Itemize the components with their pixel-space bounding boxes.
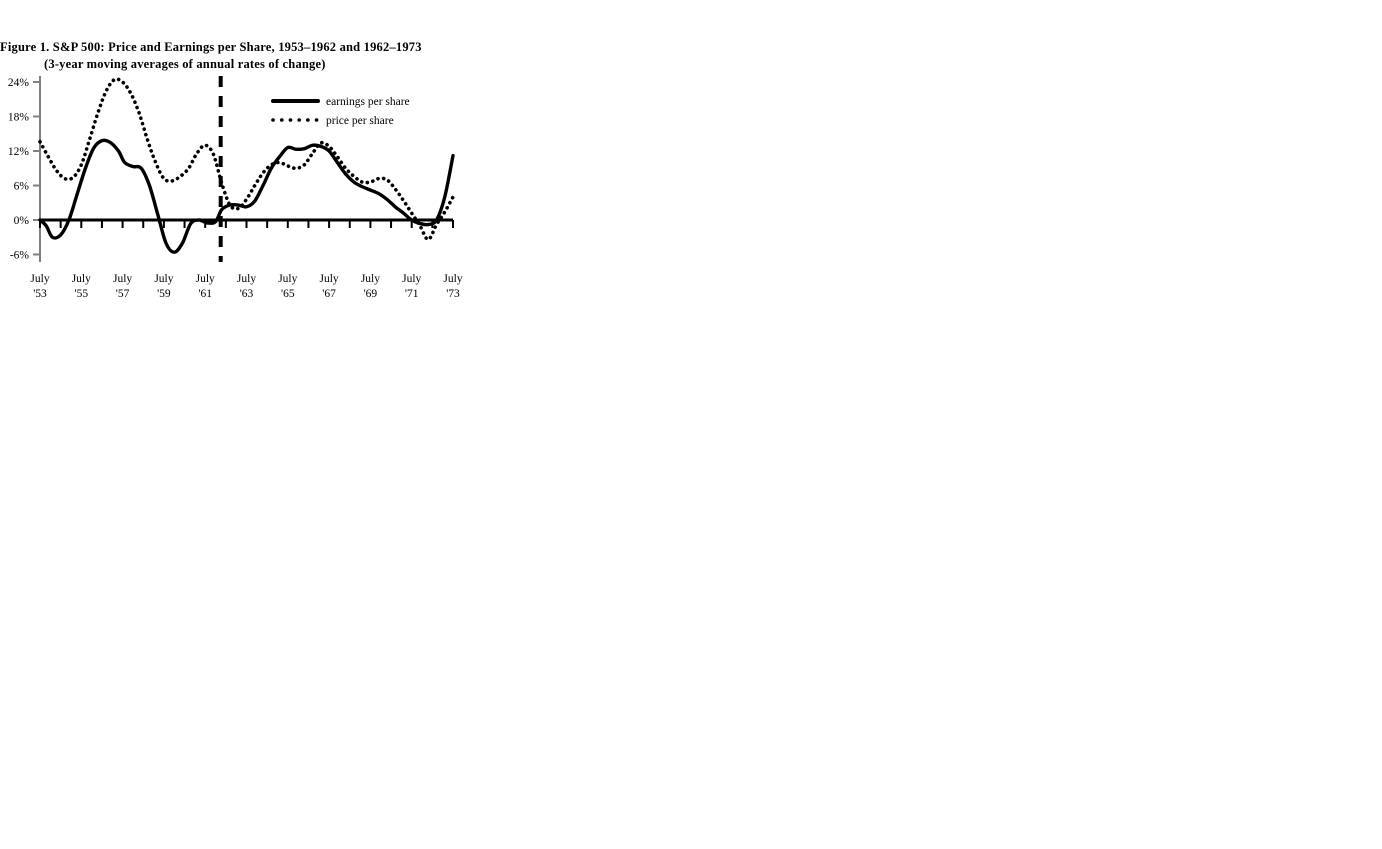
y-tick-labels: 24% 18% 12% 6% 0% -6% (8, 77, 30, 262)
x-tick-label-year: '53 (33, 288, 47, 300)
x-tick-label-month: July (443, 273, 462, 285)
chart-area: 24% 18% 12% 6% 0% -6% July '53 July '55 July '57 Ju… (0, 0, 520, 320)
x-tick-label-year: '57 (116, 288, 130, 300)
x-tick-label-month: July (113, 273, 132, 285)
data-series-group (38, 77, 455, 254)
x-tick-label-year: '67 (322, 288, 336, 300)
x-axis-group: July '53 July '55 July '57 July '59 July '61 July '… (30, 218, 463, 300)
x-tick-label-month: July (72, 273, 91, 285)
x-tick-labels: July '53 July '55 July '57 July '59 July '61 July '… (30, 273, 462, 300)
y-tick-label: 24% (8, 77, 30, 89)
x-tick-label-month: July (154, 273, 173, 285)
y-tick-label: 6% (14, 181, 30, 193)
x-tick-marks (39, 220, 454, 228)
chart-svg: 24%18%12%6%0%-6% July'53July'55July'57Ju… (8, 76, 463, 300)
figure-title-line-2: (3-year moving averages of annual rates … (44, 57, 326, 71)
y-tick-label: 0% (14, 215, 30, 227)
series-line-earnings-per-share (38, 138, 455, 254)
y-axis-group: 24% 18% 12% 6% 0% -6% (8, 76, 41, 262)
x-tick-label-year: '55 (75, 288, 89, 300)
x-tick-label-month: July (237, 273, 256, 285)
legend-label: price per share (326, 115, 394, 127)
x-tick-label-year: '73 (446, 288, 460, 300)
y-tick-label: 12% (8, 146, 30, 158)
x-tick-label-month: July (30, 273, 49, 285)
y-tick-label: -6% (10, 250, 30, 262)
x-tick-label-year: '71 (405, 288, 419, 300)
x-tick-label-year: '65 (281, 288, 295, 300)
x-tick-label-year: '61 (198, 288, 212, 300)
figure-title-block: Figure 1. S&P 500: Price and Earnings pe… (0, 40, 520, 72)
legend-label: earnings per share (326, 96, 410, 108)
x-tick-label-month: July (402, 273, 421, 285)
x-tick-label-year: '69 (364, 288, 378, 300)
x-tick-label-month: July (361, 273, 380, 285)
figure-title-line-1: Figure 1. S&P 500: Price and Earnings pe… (0, 40, 422, 54)
x-tick-label-month: July (320, 273, 339, 285)
x-tick-label-month: July (196, 273, 215, 285)
chart-legend: earnings per share price per share (271, 96, 410, 127)
x-tick-label-year: '59 (157, 288, 171, 300)
x-tick-label-year: '63 (240, 288, 254, 300)
y-tick-marks (33, 81, 40, 256)
series-line-price-per-share (38, 77, 455, 242)
y-tick-label: 18% (8, 112, 30, 124)
x-tick-label-month: July (278, 273, 297, 285)
